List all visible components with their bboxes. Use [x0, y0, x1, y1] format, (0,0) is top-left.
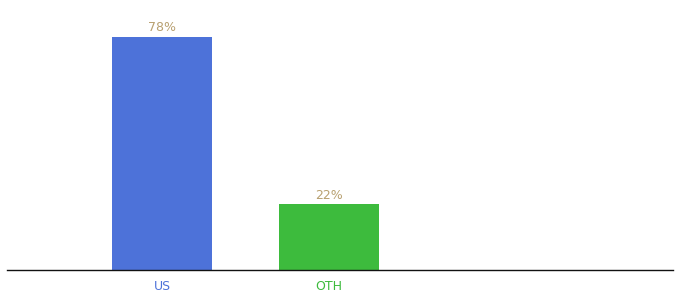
Text: 22%: 22%	[315, 189, 343, 202]
Text: 78%: 78%	[148, 22, 176, 34]
Bar	[279, 205, 379, 270]
Bar	[112, 37, 212, 270]
